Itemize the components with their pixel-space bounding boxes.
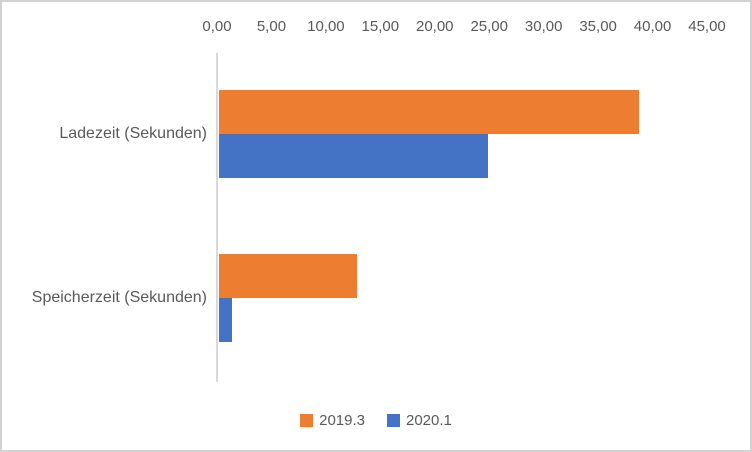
category-label-speicherzeit: Speicherzeit (Sekunden) (31, 289, 207, 306)
legend: 2019.3 2020.1 (2, 412, 750, 429)
legend-item-2019-3: 2019.3 (300, 412, 365, 429)
legend-item-label: 2020.1 (406, 412, 452, 429)
x-axis-tick-label: 35,00 (579, 18, 617, 35)
legend-color-swatch (387, 414, 400, 427)
x-axis-tick-label: 20,00 (415, 18, 454, 35)
x-axis-tick-label: 10,00 (307, 18, 345, 35)
y-axis-line (216, 53, 218, 382)
x-axis-tick-label: 40,00 (633, 18, 672, 35)
x-axis-tick-label: 45,00 (688, 18, 726, 35)
bar-series0-cat0 (219, 90, 639, 134)
bar-series1-cat0 (219, 134, 488, 178)
x-axis-tick-label: 15,00 (361, 18, 400, 35)
legend-item-2020-1: 2020.1 (387, 412, 452, 429)
bar-series1-cat1 (219, 298, 232, 342)
x-axis-tick-label: 0,00 (202, 18, 232, 35)
bar-series0-cat1 (219, 254, 357, 298)
legend-item-label: 2019.3 (319, 412, 365, 429)
x-axis-tick-label: 30,00 (524, 18, 563, 35)
x-axis-tick-label: 25,00 (470, 18, 508, 35)
category-label-ladezeit: Ladezeit (Sekunden) (59, 125, 207, 142)
legend-color-swatch (300, 414, 314, 427)
x-axis-tick-label: 5,00 (256, 18, 287, 35)
